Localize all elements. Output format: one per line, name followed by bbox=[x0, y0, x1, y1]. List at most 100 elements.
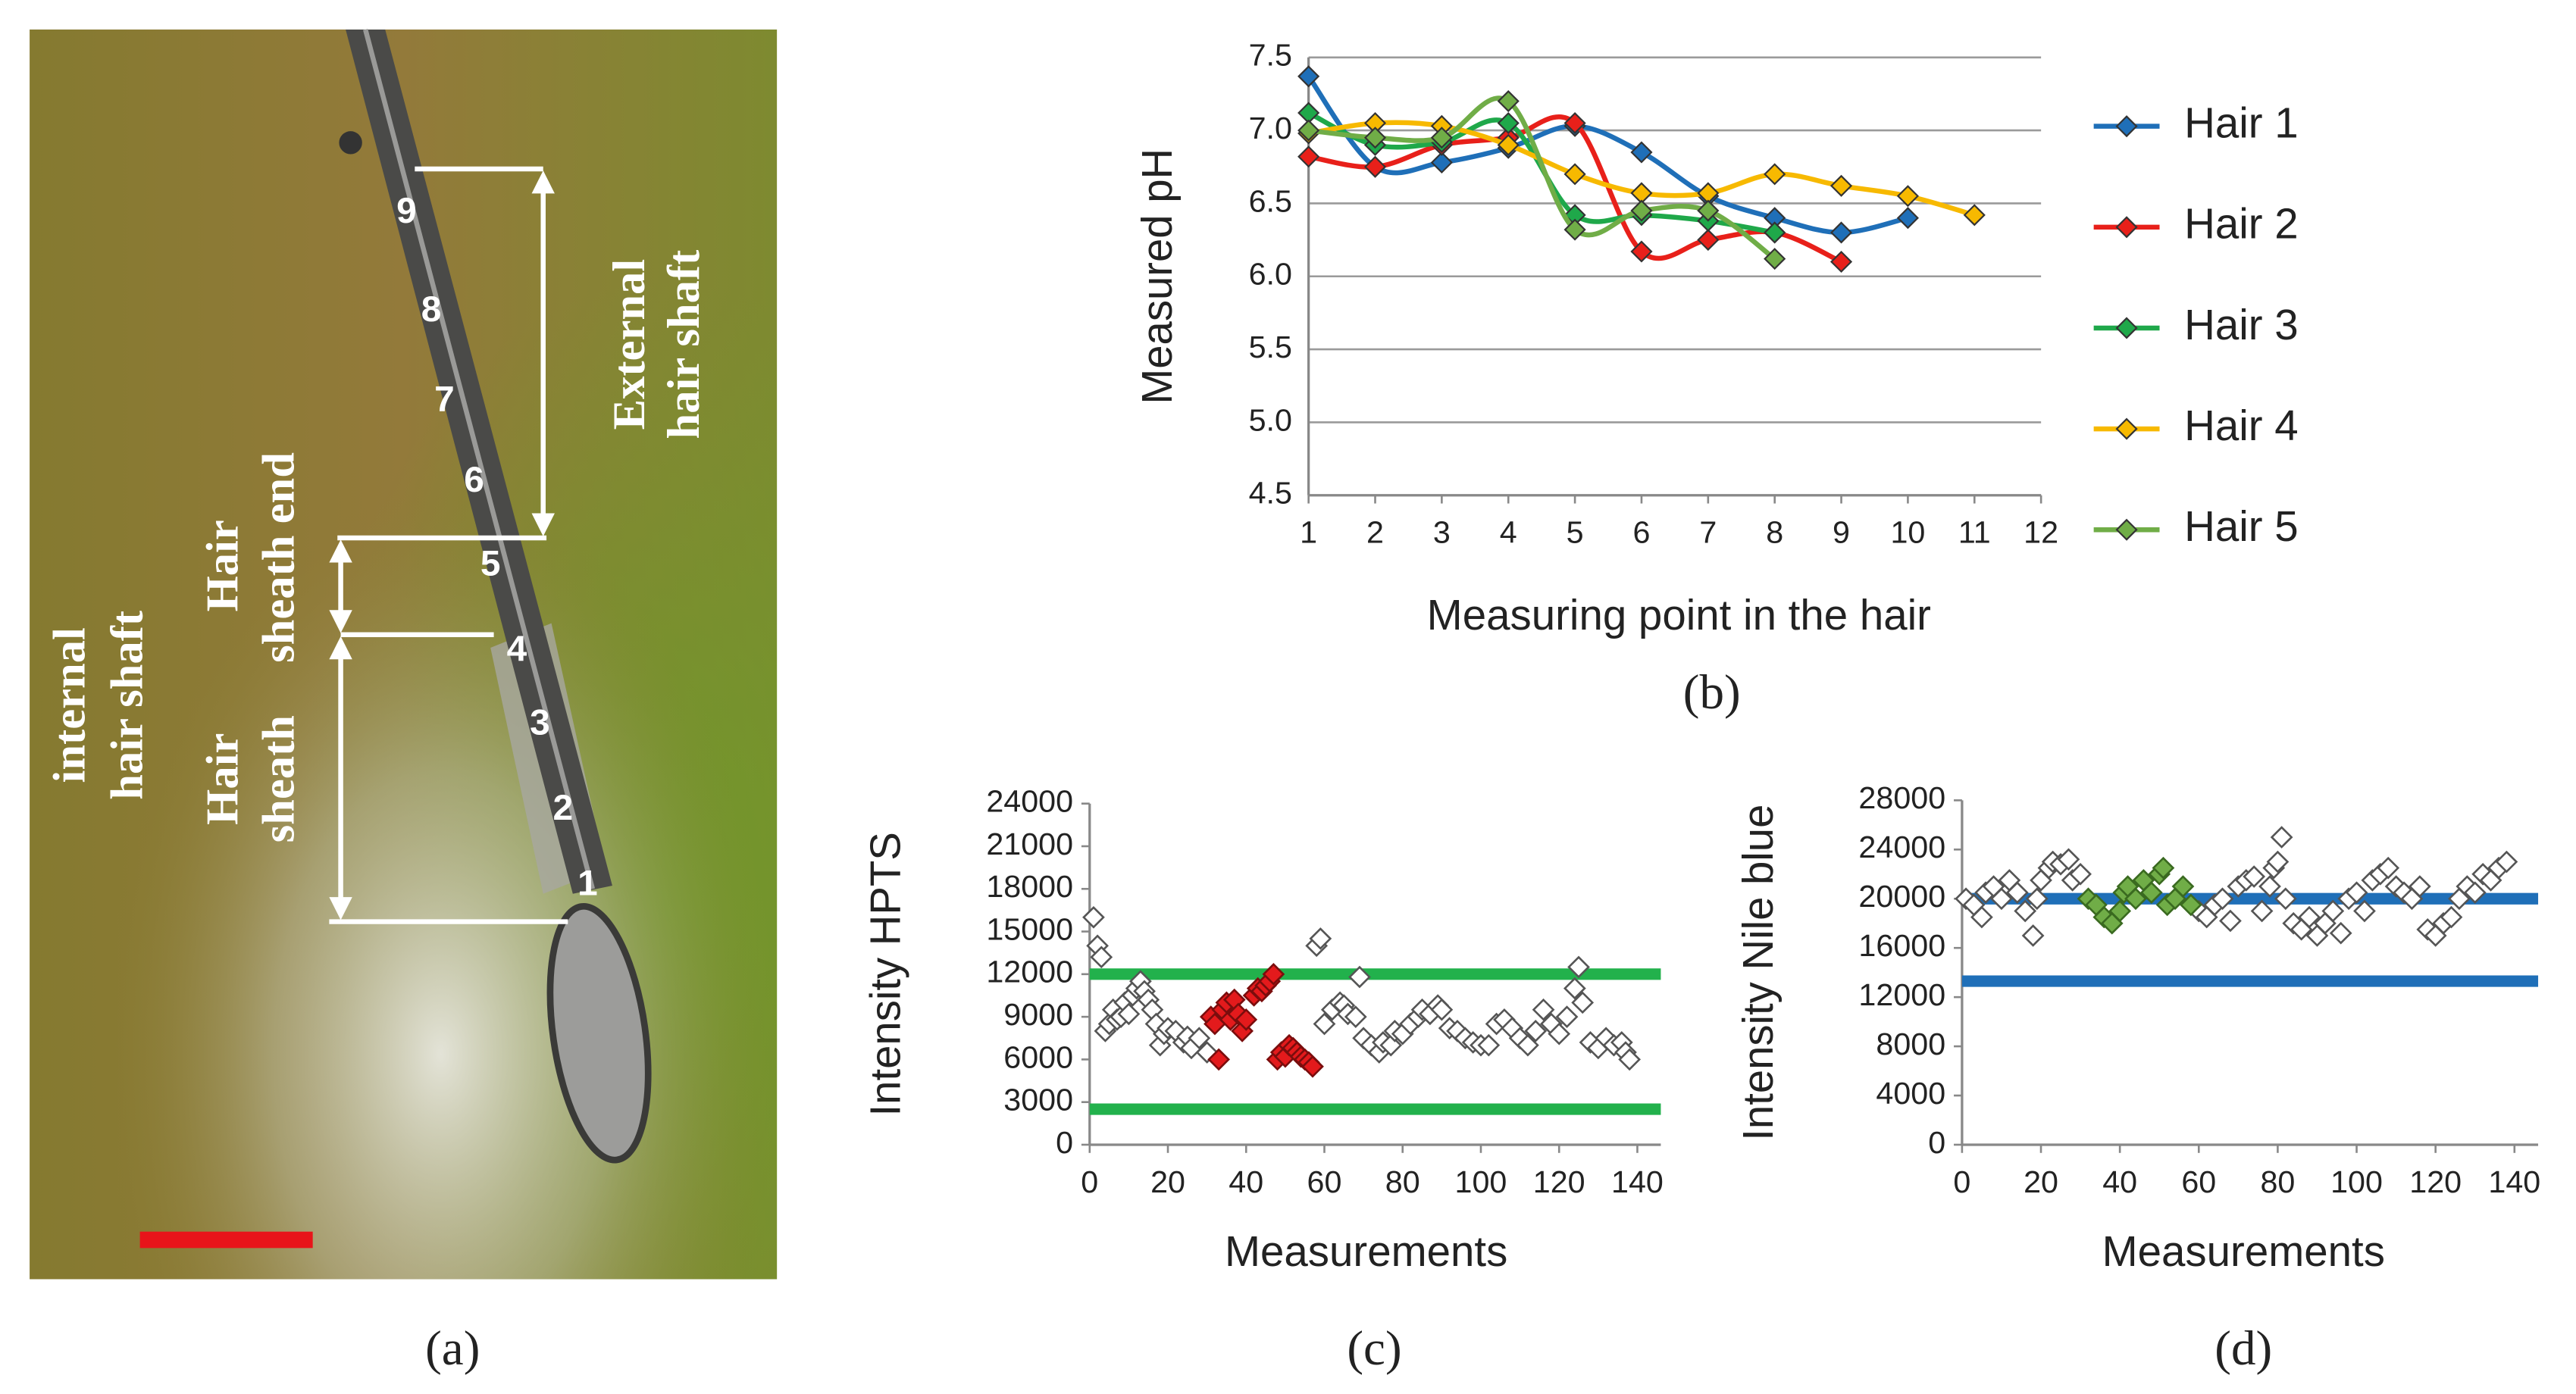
x-tick-label: 20 bbox=[1150, 1164, 1185, 1199]
point bbox=[1235, 1008, 1258, 1031]
panel-caption: (a) bbox=[425, 1321, 480, 1376]
micrograph bbox=[30, 29, 778, 1280]
point bbox=[1571, 991, 1595, 1014]
point bbox=[2274, 887, 2297, 911]
arrowhead bbox=[329, 636, 352, 660]
point bbox=[1524, 1020, 1548, 1042]
annotation: Hair bbox=[198, 733, 249, 825]
y-tick-label: 28000 bbox=[1858, 780, 1945, 815]
legend-label: Hair 5 bbox=[2184, 502, 2299, 550]
y-tick-label: 4000 bbox=[1876, 1076, 1945, 1111]
point-label: 9 bbox=[396, 191, 417, 231]
point bbox=[2179, 893, 2202, 917]
y-tick-label: 5.0 bbox=[1249, 402, 1292, 437]
x-tick-label: 40 bbox=[1229, 1164, 1263, 1199]
point bbox=[1297, 145, 1320, 168]
point bbox=[1363, 127, 1387, 149]
scale-bar bbox=[139, 1231, 313, 1249]
point bbox=[1563, 111, 1586, 134]
arrowheads bbox=[329, 170, 555, 920]
point bbox=[1297, 65, 1320, 88]
point bbox=[1829, 174, 1853, 197]
hair-shaft-core bbox=[363, 29, 596, 890]
point bbox=[2377, 856, 2400, 880]
point bbox=[2069, 862, 2092, 886]
y-tick-label: 16000 bbox=[1858, 928, 1945, 963]
point bbox=[1618, 1048, 1642, 1071]
annotation: sheath bbox=[253, 715, 304, 842]
point bbox=[1082, 905, 1105, 929]
point bbox=[1829, 221, 1853, 244]
x-tick-label: 140 bbox=[1611, 1164, 1664, 1199]
point bbox=[1548, 1022, 1571, 1046]
point bbox=[1313, 1012, 1336, 1036]
arrowhead bbox=[531, 513, 555, 536]
point bbox=[1430, 151, 1453, 173]
y-tick-label: 7.0 bbox=[1249, 111, 1292, 145]
series-line bbox=[1307, 74, 1909, 236]
arrowhead bbox=[531, 170, 555, 194]
y-tick-label: 9000 bbox=[1003, 997, 1073, 1032]
panel-caption: (b) bbox=[1683, 665, 1741, 720]
x-tick-label: 20 bbox=[2024, 1164, 2058, 1199]
point bbox=[1090, 945, 1113, 969]
point bbox=[1497, 133, 1520, 156]
point bbox=[1207, 1048, 1231, 1071]
point bbox=[1430, 998, 1454, 1021]
point bbox=[2408, 875, 2431, 898]
y-tick-label: 8000 bbox=[1876, 1027, 1945, 1061]
x-axis-label: Measuring point in the hair bbox=[1427, 591, 1931, 639]
point bbox=[2298, 905, 2321, 929]
y-tick-label: 0 bbox=[1056, 1125, 1073, 1160]
x-tick-label: 0 bbox=[1081, 1164, 1098, 1199]
point bbox=[1516, 1033, 1539, 1057]
point bbox=[1497, 90, 1520, 113]
point bbox=[1829, 250, 1853, 273]
x-tick-label: 12 bbox=[2024, 515, 2058, 550]
x-tick-label: 80 bbox=[1385, 1164, 1420, 1199]
y-axis-label: Intensity Nile blue bbox=[1734, 805, 1782, 1141]
y-tick-label: 20000 bbox=[1858, 879, 1945, 914]
x-tick-label: 11 bbox=[1958, 515, 1991, 550]
point bbox=[1563, 218, 1586, 241]
point bbox=[2057, 848, 2080, 871]
point bbox=[1963, 204, 1986, 227]
y-axis-label: Intensity HPTS bbox=[862, 832, 909, 1116]
point bbox=[1567, 955, 1590, 979]
point bbox=[1764, 248, 1786, 270]
legend-marker bbox=[2115, 317, 2138, 339]
legend-label: Hair 3 bbox=[2184, 301, 2299, 348]
point bbox=[2353, 899, 2376, 923]
y-tick-label: 15000 bbox=[986, 911, 1073, 946]
x-tick-label: 120 bbox=[1533, 1164, 1585, 1199]
point bbox=[1301, 1055, 1324, 1078]
point bbox=[1477, 1033, 1501, 1057]
point bbox=[2463, 881, 2487, 904]
point bbox=[2025, 887, 2049, 911]
point-label: 1 bbox=[577, 864, 598, 904]
hair-bulb bbox=[546, 903, 652, 1164]
x-tick-label: 7 bbox=[1699, 515, 1717, 550]
point bbox=[1262, 963, 1285, 986]
point bbox=[2243, 865, 2266, 888]
x-tick-label: 60 bbox=[1307, 1164, 1342, 1199]
legend-label: Hair 1 bbox=[2184, 99, 2299, 147]
point bbox=[2495, 850, 2518, 874]
arrowhead bbox=[329, 897, 352, 920]
point bbox=[1532, 998, 1555, 1021]
y-tick-label: 0 bbox=[1928, 1125, 1945, 1160]
point bbox=[2021, 924, 2045, 947]
arrowhead bbox=[329, 610, 352, 633]
point bbox=[1563, 977, 1586, 1000]
legend-marker bbox=[2115, 115, 2138, 138]
x-tick-label: 60 bbox=[2181, 1164, 2216, 1199]
point bbox=[1896, 185, 1919, 208]
point bbox=[1309, 927, 1332, 950]
point bbox=[1430, 127, 1453, 149]
y-tick-label: 24000 bbox=[986, 784, 1073, 819]
point bbox=[2250, 899, 2274, 923]
legend-label: Hair 2 bbox=[2184, 200, 2299, 248]
point bbox=[2270, 826, 2293, 849]
